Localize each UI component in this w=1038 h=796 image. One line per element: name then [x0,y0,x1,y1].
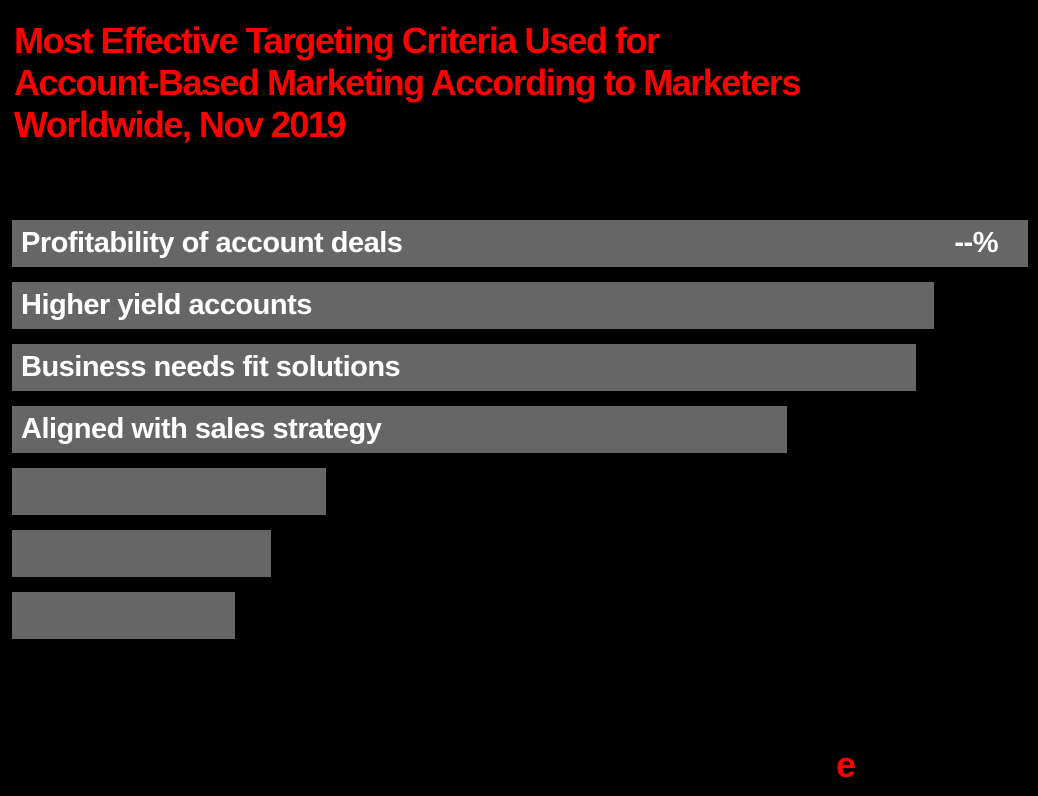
page-title: Most Effective Targeting Criteria Used f… [14,20,801,146]
bar-row-2: Higher yield accounts [12,282,934,329]
bar-row-1: Profitability of account deals --% [12,220,1028,267]
title-line-2: Account-Based Marketing According to Mar… [14,62,801,103]
bar-row-7 [12,592,235,639]
bar-row-4: Aligned with sales strategy [12,406,788,453]
bar-label: Profitability of account deals [21,227,403,259]
title-line-3: Worldwide, Nov 2019 [14,104,346,145]
bar-row-6 [12,530,272,577]
bar-chart: Profitability of account deals --% Higher … [12,220,1028,639]
bar-label: Business needs fit solutions [21,351,401,383]
bar-value-label: --% [954,227,998,259]
bar-row-5 [12,468,326,515]
bar-row-3: Business needs fit solutions [12,344,917,391]
bar-label: Aligned with sales strategy [21,413,382,445]
bar-label: Higher yield accounts [21,289,312,321]
title-line-1: Most Effective Targeting Criteria Used f… [14,20,660,61]
emarketer-logo-e: e [836,744,857,785]
